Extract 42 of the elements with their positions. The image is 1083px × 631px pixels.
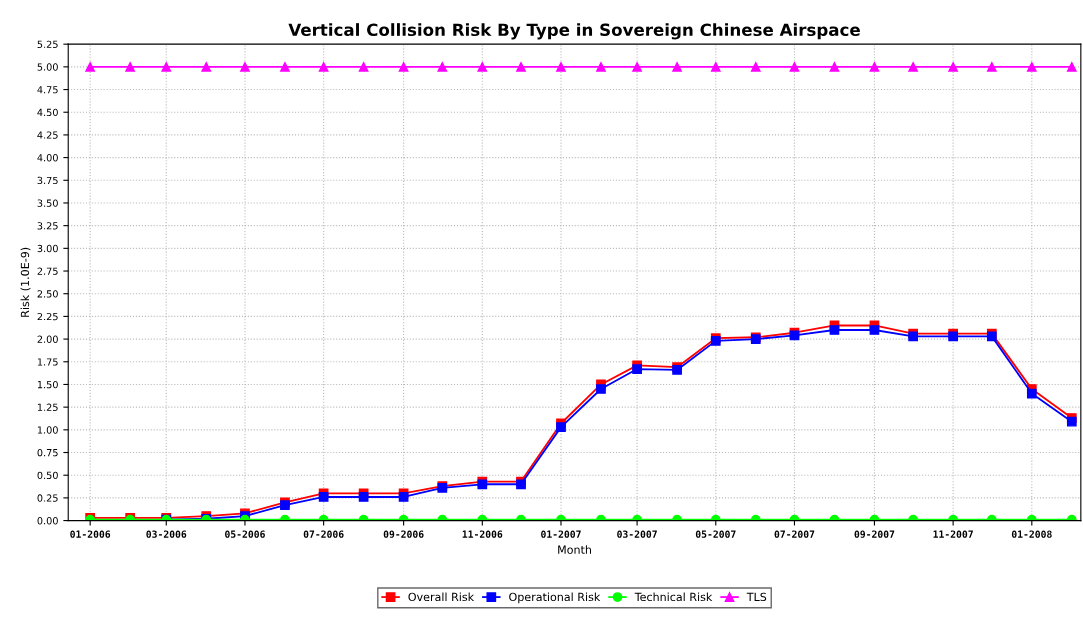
chart-title: Vertical Collision Risk By Type in Sovereign Chinese Airspace bbox=[288, 23, 860, 40]
y-tick-label: 2.50 bbox=[37, 290, 58, 298]
y-tick-label: 1.75 bbox=[37, 358, 58, 366]
x-tick-label: 03-2006 bbox=[146, 530, 187, 538]
y-tick-label: 1.50 bbox=[37, 380, 58, 389]
y-tick-label: 3.00 bbox=[37, 244, 58, 253]
y-tick-label: 5.25 bbox=[37, 40, 58, 48]
legend-label: Technical Risk bbox=[634, 592, 713, 602]
y-tick-label: 3.25 bbox=[37, 222, 58, 230]
x-tick-label: 09-2007 bbox=[854, 530, 895, 538]
x-axis-title: Month bbox=[558, 545, 591, 554]
y-tick-label: 4.50 bbox=[37, 108, 58, 117]
y-tick-label: 3.50 bbox=[37, 199, 58, 207]
y-tick-label: 3.75 bbox=[37, 176, 58, 185]
y-tick-label: 2.25 bbox=[37, 312, 58, 321]
legend-label: Operational Risk bbox=[509, 592, 601, 604]
x-tick-label: 07-2007 bbox=[774, 530, 815, 538]
x-tick-label: 01-2006 bbox=[70, 530, 111, 538]
y-tick-label: 0.00 bbox=[37, 517, 58, 525]
legend-label: Overall Risk bbox=[408, 592, 475, 602]
y-tick-label: 0.25 bbox=[37, 494, 58, 502]
x-tick-label: 09-2006 bbox=[383, 530, 424, 538]
y-tick-label: 4.75 bbox=[37, 86, 58, 94]
x-tick-label: 11-2007 bbox=[933, 530, 973, 538]
legend-label: TLS bbox=[746, 592, 767, 602]
y-tick-label: 2.75 bbox=[37, 267, 58, 275]
x-tick-label: 05-2006 bbox=[225, 530, 265, 538]
y-tick-label: 1.00 bbox=[37, 426, 58, 434]
x-tick-label: 01-2007 bbox=[541, 530, 581, 538]
y-tick-label: 0.50 bbox=[37, 471, 58, 480]
x-tick-label: 07-2006 bbox=[303, 530, 344, 538]
y-tick-label: 5.00 bbox=[37, 63, 58, 71]
x-tick-label: 05-2007 bbox=[695, 530, 736, 538]
x-tick-label: 03-2007 bbox=[617, 530, 657, 538]
y-tick-label: 1.25 bbox=[37, 403, 58, 411]
x-tick-label: 01-2008 bbox=[1011, 530, 1052, 538]
y-tick-label: 2.00 bbox=[37, 335, 58, 343]
y-tick-label: 4.00 bbox=[37, 154, 58, 162]
x-tick-label: 11-2006 bbox=[462, 530, 503, 538]
y-tick-label: 0.75 bbox=[37, 449, 58, 457]
y-axis-title: Risk (1.0E-9) bbox=[20, 247, 31, 317]
y-tick-label: 4.25 bbox=[37, 131, 58, 139]
